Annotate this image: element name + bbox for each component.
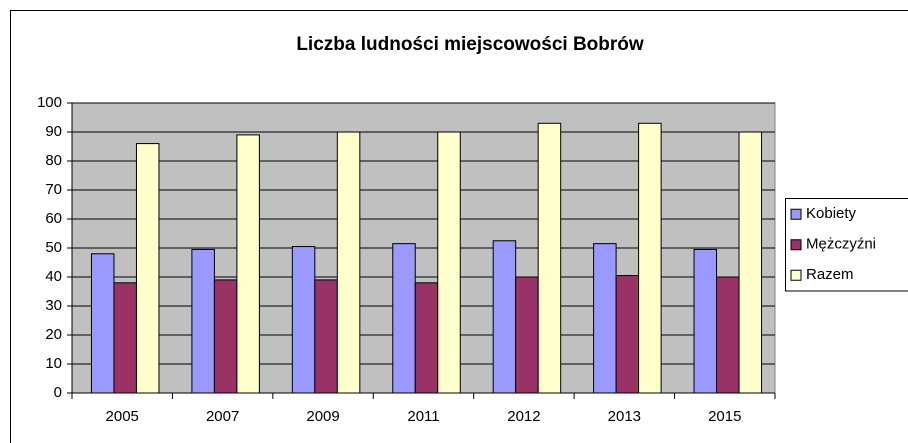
legend-swatch	[790, 208, 802, 220]
x-tick-label: 2007	[206, 408, 239, 425]
bar	[191, 248, 215, 394]
legend-swatch	[790, 239, 802, 251]
legend-label: Razem	[806, 266, 854, 283]
bar	[213, 279, 238, 394]
y-tick-label: 0	[54, 384, 62, 401]
bar	[515, 276, 539, 394]
y-tick-label: 60	[45, 210, 62, 227]
bar	[537, 122, 562, 394]
bar	[113, 282, 137, 394]
bar	[314, 279, 338, 394]
bar	[693, 248, 718, 394]
bar	[135, 143, 160, 394]
y-tick-label: 50	[45, 239, 62, 256]
legend-swatch	[790, 269, 802, 281]
x-tick-label: 2012	[507, 408, 540, 425]
y-tick-label: 20	[45, 326, 62, 343]
chart-title: Liczba ludności miejscowości Bobrów	[296, 34, 644, 55]
bar	[291, 246, 316, 394]
y-tick-label: 80	[45, 152, 62, 169]
y-tick-label: 30	[45, 297, 62, 314]
y-tick-label: 100	[37, 94, 62, 111]
bar	[414, 282, 439, 394]
x-tick-label: 2011	[407, 408, 439, 425]
bar	[392, 243, 416, 394]
legend-label: Mężczyźni	[806, 236, 876, 253]
bar	[492, 240, 517, 394]
bar	[593, 243, 617, 394]
y-tick-label: 90	[45, 123, 62, 140]
y-tick-label: 10	[45, 355, 62, 372]
y-tick-label: 70	[45, 181, 62, 198]
bar	[236, 134, 260, 394]
bar	[638, 122, 662, 394]
x-tick-label: 2013	[608, 408, 641, 425]
bar	[615, 275, 640, 394]
x-tick-label: 2009	[306, 408, 339, 425]
bar	[437, 131, 461, 394]
bar	[336, 131, 361, 394]
y-tick-label: 40	[45, 268, 62, 285]
bar	[738, 131, 763, 394]
legend-label: Kobiety	[806, 205, 857, 222]
legend-box	[785, 198, 908, 292]
x-tick-label: 2005	[106, 408, 139, 425]
x-tick-label: 2015	[708, 408, 741, 425]
bar	[716, 276, 740, 394]
bar	[90, 253, 115, 394]
